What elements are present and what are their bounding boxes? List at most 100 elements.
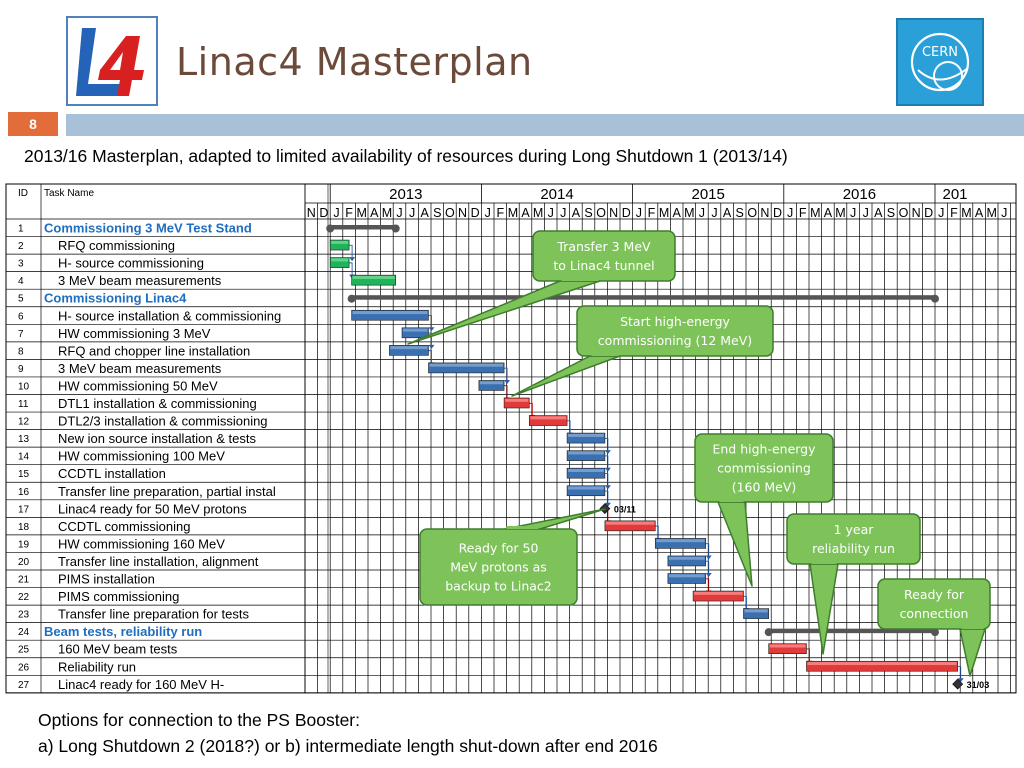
month-label: D (471, 206, 480, 220)
task-name: H- source commissioning (58, 256, 204, 271)
task-bar (566, 432, 606, 444)
month-label: J (850, 206, 856, 220)
task-bar (667, 573, 706, 584)
column-header-task-name: Task Name (44, 188, 94, 199)
callout-box (532, 230, 676, 282)
l4-logo (66, 16, 158, 106)
month-label: F (345, 206, 353, 220)
dependency-arrowhead (957, 678, 964, 683)
dependency-link (743, 595, 747, 609)
dependency-arrowhead (604, 467, 611, 472)
month-label: J (560, 206, 566, 220)
task-id: 19 (18, 539, 30, 550)
dependency-link (567, 420, 571, 433)
task-name: DTL1 installation & commissioning (58, 396, 257, 411)
callout-text-line: connection (900, 606, 969, 621)
task-name: Reliability run (58, 659, 136, 674)
task-id: 15 (18, 469, 30, 480)
month-label: M (533, 206, 543, 220)
task-id: 25 (18, 645, 30, 656)
year-label: 2016 (843, 186, 876, 203)
slide-title: Linac4 Masterplan (176, 40, 533, 84)
page-number-badge: 8 (8, 112, 58, 136)
month-label: N (307, 206, 316, 220)
gantt-task-list: 1 Commissioning 3 MeV Test Stand 2 RFQ comm… (18, 221, 281, 692)
task-bar (566, 485, 606, 497)
task-name: New ion source installation & tests (58, 431, 256, 446)
callout-text-line: (160 MeV) (732, 480, 797, 495)
callout-text-line: Start high-energy (620, 314, 730, 329)
month-label: A (673, 206, 682, 220)
task-name: 3 MeV beam measurements (58, 273, 222, 288)
task-bar-highlight (479, 381, 504, 385)
dependency-arrowhead (604, 502, 611, 507)
task-id: 1 (18, 224, 24, 235)
task-id: 20 (18, 557, 30, 568)
dependency-link (428, 350, 432, 363)
task-bar (528, 415, 568, 426)
summary-bar (330, 225, 396, 230)
month-label: A (824, 206, 833, 220)
task-bar (743, 608, 769, 619)
month-label: O (445, 206, 455, 220)
task-bar (478, 380, 505, 391)
task-id: 8 (18, 346, 24, 357)
month-label: F (950, 206, 958, 220)
month-label: J (787, 206, 793, 220)
month-label: A (572, 206, 581, 220)
slide-subtitle: 2013/16 Masterplan, adapted to limited a… (24, 146, 788, 166)
task-bar (351, 309, 429, 321)
callout-text-line: commissioning (12 MeV) (598, 333, 752, 348)
task-id: 23 (18, 610, 30, 621)
task-name: CCDTL commissioning (58, 519, 190, 534)
task-id: 24 (18, 627, 30, 638)
task-id: 13 (18, 434, 30, 445)
task-name: HW commissioning 160 MeV (58, 536, 225, 551)
column-header-id: ID (18, 188, 28, 199)
callout-text-line: Ready for 50 (459, 541, 539, 556)
task-id: 21 (18, 575, 30, 586)
task-bar-highlight (331, 258, 349, 262)
cern-logo-icon: CERN (910, 32, 970, 92)
month-label: J (548, 206, 554, 220)
year-label: 2015 (692, 186, 725, 203)
dependency-link (604, 473, 609, 486)
dependency-link (349, 244, 353, 258)
task-id: 9 (18, 364, 24, 375)
task-bar-highlight (694, 591, 743, 595)
month-label: D (319, 206, 328, 220)
task-bar (654, 538, 706, 549)
task-bar (692, 590, 744, 602)
task-bar (604, 520, 656, 532)
summary-bar (351, 295, 935, 300)
task-bar-highlight (605, 521, 655, 525)
cern-logo-text: CERN (922, 45, 958, 60)
task-name: Linac4 ready for 160 MeV H- (58, 677, 224, 692)
callout-text-line: to Linac4 tunnel (553, 258, 654, 273)
task-name: HW commissioning 50 MeV (58, 378, 218, 393)
milestone-label: 31/03 (967, 680, 990, 690)
year-label: 201 (942, 186, 967, 203)
month-label: J (711, 206, 717, 220)
task-id: 12 (18, 417, 30, 428)
milestone-diamond (952, 678, 964, 690)
dependency-link (504, 385, 508, 398)
month-label: F (648, 206, 656, 220)
task-id: 5 (18, 294, 24, 305)
month-label: S (584, 206, 592, 220)
month-label: A (723, 206, 732, 220)
dependency-link (957, 666, 962, 679)
task-id: 3 (18, 259, 24, 270)
callout-text-line: 1 year (834, 522, 875, 537)
callout-box (576, 305, 774, 357)
dependency-link (705, 578, 710, 591)
task-id: 6 (18, 311, 24, 322)
month-label: J (485, 206, 491, 220)
callout-text-line: backup to Linac2 (445, 579, 552, 594)
task-id: 10 (18, 381, 30, 392)
dependency-link (349, 262, 353, 275)
task-bar-highlight (568, 486, 604, 490)
task-bar-highlight (429, 363, 504, 367)
task-id: 2 (18, 241, 24, 252)
callout-start-high: Start high-energy commissioning (12 MeV) (511, 305, 774, 397)
